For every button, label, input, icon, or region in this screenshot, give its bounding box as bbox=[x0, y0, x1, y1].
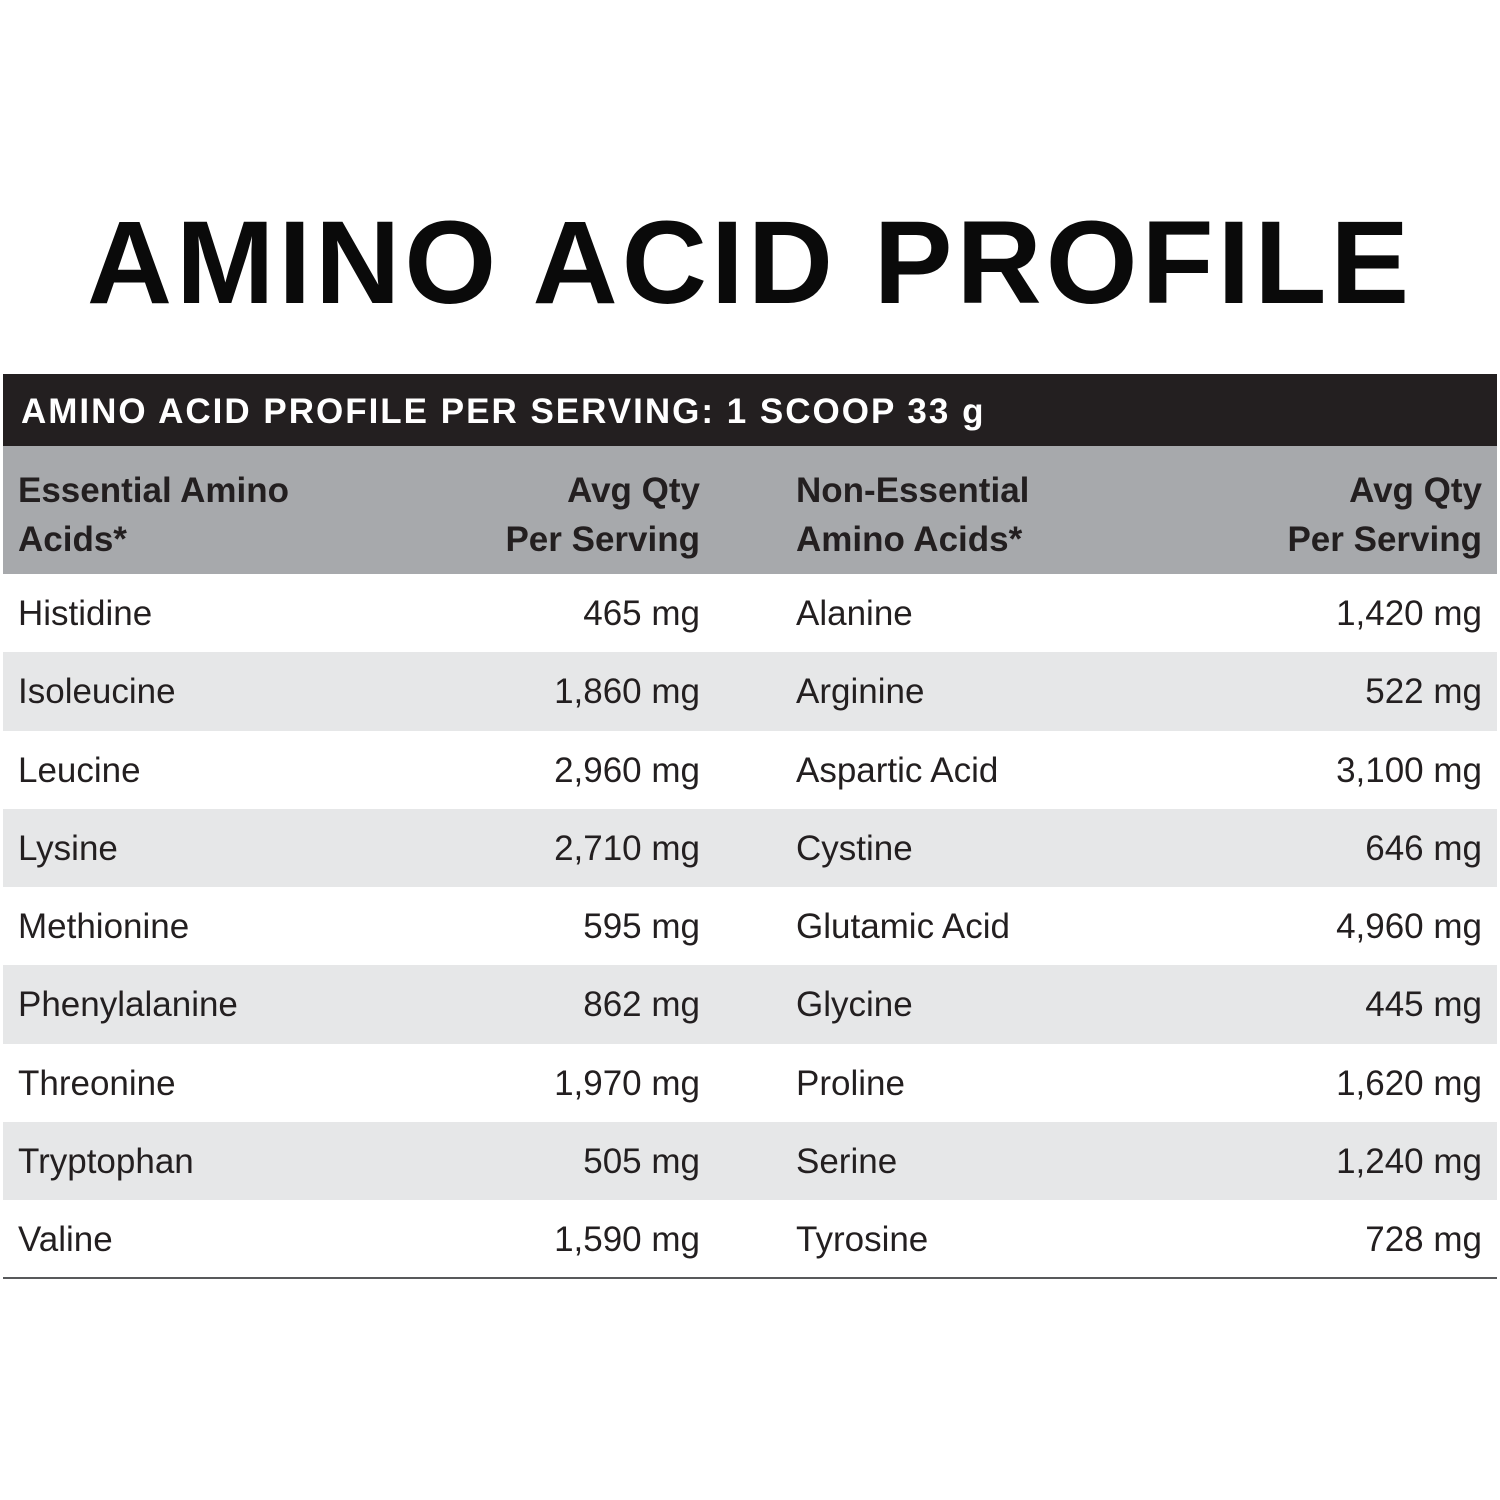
non-essential-name: Cystine bbox=[796, 828, 913, 868]
essential-name: Leucine bbox=[18, 750, 141, 790]
header-non-essential-qty-line2: Per Serving bbox=[1287, 520, 1482, 559]
non-essential-name: Tyrosine bbox=[796, 1220, 929, 1260]
essential-qty: 595 mg bbox=[583, 907, 700, 947]
header-essential-qty-line2: Per Serving bbox=[505, 520, 700, 559]
essential-name: Lysine bbox=[18, 828, 118, 868]
header-non-essential: Non-Essential Amino Acids* bbox=[796, 466, 1029, 564]
non-essential-qty: 728 mg bbox=[1365, 1220, 1482, 1260]
non-essential-name: Glycine bbox=[796, 985, 913, 1025]
table-row: Tryptophan 505 mg Serine 1,240 mg bbox=[3, 1122, 1497, 1201]
table-row: Methionine 595 mg Glutamic Acid 4,960 mg bbox=[3, 887, 1497, 965]
header-essential-qty: Avg Qty Per Serving bbox=[505, 466, 700, 564]
non-essential-qty: 522 mg bbox=[1365, 672, 1482, 712]
table-row: Threonine 1,970 mg Proline 1,620 mg bbox=[3, 1044, 1497, 1122]
essential-qty: 2,710 mg bbox=[554, 828, 700, 868]
header-non-essential-qty: Avg Qty Per Serving bbox=[1287, 466, 1482, 564]
header-non-essential-line2: Amino Acids* bbox=[796, 520, 1023, 559]
essential-name: Isoleucine bbox=[18, 672, 176, 712]
header-essential-line1: Essential Amino bbox=[18, 471, 289, 510]
non-essential-qty: 1,420 mg bbox=[1336, 594, 1482, 633]
page-title: AMINO ACID PROFILE bbox=[86, 197, 1414, 329]
table-row: Valine 1,590 mg Tyrosine 728 mg bbox=[3, 1200, 1497, 1278]
non-essential-name: Serine bbox=[796, 1142, 898, 1182]
non-essential-qty: 646 mg bbox=[1365, 828, 1482, 868]
non-essential-qty: 445 mg bbox=[1365, 985, 1482, 1025]
header-non-essential-qty-line1: Avg Qty bbox=[1349, 471, 1482, 510]
essential-name: Phenylalanine bbox=[18, 985, 238, 1025]
non-essential-qty: 4,960 mg bbox=[1336, 907, 1482, 947]
serving-banner: AMINO ACID PROFILE PER SERVING: 1 SCOOP … bbox=[3, 374, 1497, 446]
essential-qty: 862 mg bbox=[583, 985, 700, 1025]
essential-qty: 505 mg bbox=[583, 1142, 700, 1182]
header-non-essential-line1: Non-Essential bbox=[796, 471, 1030, 510]
header-essential: Essential Amino Acids* bbox=[18, 466, 289, 564]
header-essential-line2: Acids* bbox=[18, 520, 127, 559]
table-row: Leucine 2,960 mg Aspartic Acid 3,100 mg bbox=[3, 731, 1497, 809]
essential-name: Histidine bbox=[18, 594, 153, 633]
essential-name: Tryptophan bbox=[18, 1142, 194, 1182]
table-row: Histidine 465 mg Alanine 1,420 mg bbox=[3, 574, 1497, 652]
table-bottom-divider bbox=[3, 1277, 1497, 1279]
non-essential-name: Proline bbox=[796, 1063, 905, 1103]
non-essential-name: Aspartic Acid bbox=[796, 750, 999, 790]
essential-name: Methionine bbox=[18, 907, 190, 947]
non-essential-qty: 3,100 mg bbox=[1336, 750, 1482, 790]
table-body: Histidine 465 mg Alanine 1,420 mg Isoleucine… bbox=[3, 574, 1497, 1279]
essential-name: Valine bbox=[18, 1220, 113, 1260]
table-header: Essential Amino Acids* Avg Qty Per Servi… bbox=[3, 446, 1497, 574]
non-essential-name: Alanine bbox=[796, 594, 913, 633]
essential-qty: 1,590 mg bbox=[554, 1220, 700, 1260]
non-essential-qty: 1,620 mg bbox=[1336, 1063, 1482, 1103]
essential-qty: 1,970 mg bbox=[554, 1063, 700, 1103]
table-row: Phenylalanine 862 mg Glycine 445 mg bbox=[3, 965, 1497, 1044]
header-essential-qty-line1: Avg Qty bbox=[567, 471, 700, 510]
essential-qty: 465 mg bbox=[583, 594, 700, 633]
essential-name: Threonine bbox=[18, 1063, 176, 1103]
non-essential-name: Arginine bbox=[796, 672, 925, 712]
essential-qty: 1,860 mg bbox=[554, 672, 700, 712]
non-essential-qty: 1,240 mg bbox=[1336, 1142, 1482, 1182]
table-row: Lysine 2,710 mg Cystine 646 mg bbox=[3, 808, 1497, 888]
table-row: Isoleucine 1,860 mg Arginine 522 mg bbox=[3, 652, 1497, 731]
non-essential-name: Glutamic Acid bbox=[796, 907, 1010, 947]
essential-qty: 2,960 mg bbox=[554, 750, 700, 790]
